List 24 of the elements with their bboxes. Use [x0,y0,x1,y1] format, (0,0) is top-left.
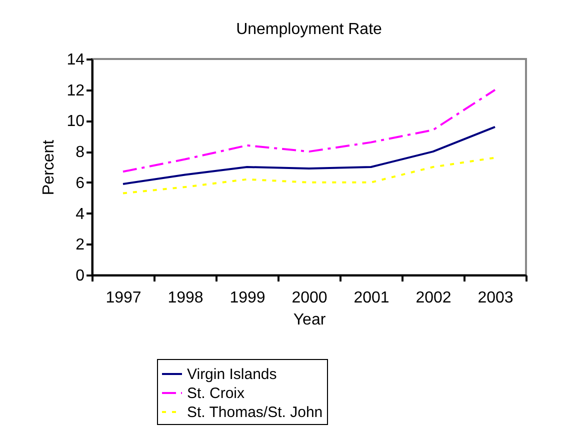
legend-label: St. Thomas/St. John [187,404,323,421]
y-tick-label: 0 [76,268,85,284]
line-series [122,126,496,185]
y-tick-label: 10 [66,113,85,130]
chart-title: Unemployment Rate [236,21,382,38]
y-axis-title: Percent [40,139,58,196]
y-tick-label: 14 [66,52,85,68]
legend-label: St. Croix [187,385,246,402]
y-tick-label: 8 [76,144,85,162]
x-tick-label: 2000 [292,290,328,306]
legend-label: Virgin Islands [187,366,277,383]
y-tick-label: 2 [76,236,85,254]
y-tick-label: 4 [76,206,85,223]
x-tick-label: 2003 [478,290,514,306]
x-tick-label: 1997 [106,290,142,306]
y-tick-label: 6 [76,174,85,192]
line-series [122,156,496,194]
x-tick-label: 1999 [230,290,266,306]
x-tick-label: 2001 [354,290,390,306]
line-series [122,88,496,173]
y-tick-label: 12 [66,82,85,100]
x-tick-label: 1998 [168,290,204,306]
x-axis-title: Year [293,312,326,328]
x-tick-label: 2002 [416,290,452,306]
